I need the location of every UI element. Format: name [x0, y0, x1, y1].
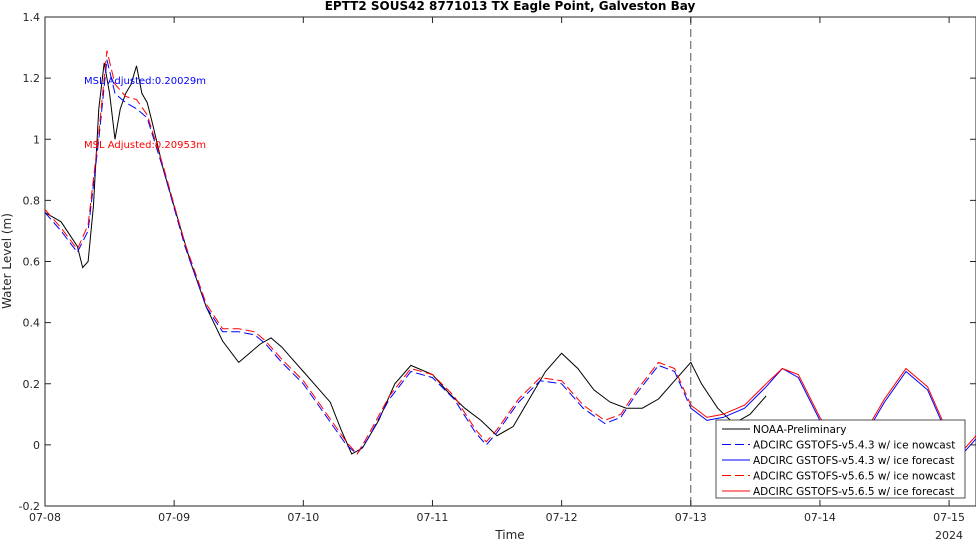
year-label: 2024: [935, 529, 963, 541]
series-line-0: [44, 62, 767, 455]
y-tick-label: -0.2: [19, 500, 40, 513]
x-tick-label: 07-11: [416, 511, 448, 524]
axis-ticks: 07-08 07-09 07-10 07-11 07-12 07-13 07-14 07-15…: [19, 11, 976, 524]
y-tick-label: 1.2: [23, 72, 41, 85]
x-tick-label: 07-10: [287, 511, 319, 524]
series-line-1: [44, 59, 692, 455]
x-tick-label: 07-15: [933, 511, 965, 524]
legend-entry-label: ADCIRC GSTOFS-v5.4.3 w/ ice nowcast: [753, 440, 955, 452]
legend-entry-label: ADCIRC GSTOFS-v5.6.5 w/ ice nowcast: [753, 471, 955, 483]
x-axis-label: Time: [494, 528, 524, 541]
legend-entry-label: ADCIRC GSTOFS-v5.6.5 w/ ice forecast: [753, 486, 954, 498]
y-tick-label: 0: [33, 439, 40, 452]
y-axis-label: Water Level (m): [0, 213, 14, 309]
legend-entry-label: NOAA-Preliminary: [753, 424, 846, 436]
x-tick-label: 07-13: [675, 511, 707, 524]
x-tick-label: 07-12: [546, 511, 578, 524]
x-tick-label: 07-09: [158, 511, 190, 524]
msl-adjusted-annotation-red: MSL Adjusted:0.20953m: [84, 140, 206, 151]
y-tick-label: 0.8: [23, 194, 41, 207]
chart-title: EPTT2 SOUS42 8771013 TX Eagle Point, Gal…: [325, 0, 696, 13]
x-tick-label: 07-08: [29, 511, 61, 524]
y-tick-label: 1.4: [23, 11, 41, 24]
y-tick-label: 0.2: [23, 378, 41, 391]
y-tick-label: 1: [33, 133, 40, 146]
series-layer: [44, 50, 976, 455]
x-tick-label: 07-14: [804, 511, 836, 524]
y-tick-label: 0.4: [23, 317, 41, 330]
chart-legend: NOAA-Preliminary ADCIRC GSTOFS-v5.4.3 w/ …: [715, 419, 966, 499]
msl-adjusted-annotation-blue: MSL Adjusted:0.20029m: [84, 76, 206, 87]
legend-entry-label: ADCIRC GSTOFS-v5.4.3 w/ ice forecast: [753, 455, 954, 467]
series-line-3: [44, 50, 692, 455]
y-tick-label: 0.6: [23, 256, 41, 269]
